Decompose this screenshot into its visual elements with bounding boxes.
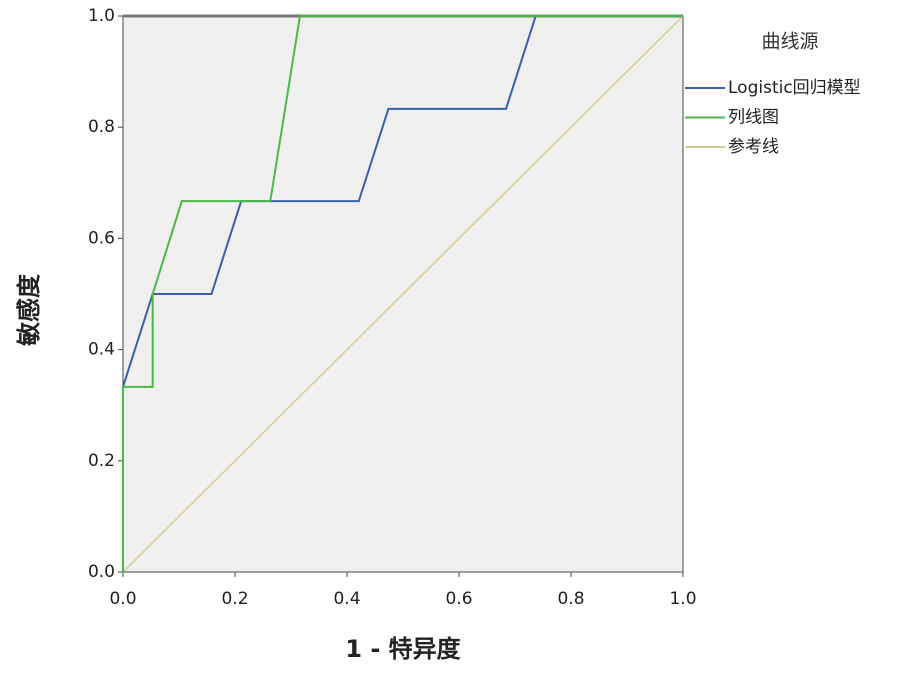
y-tick-label: 1.0 [88, 6, 115, 26]
x-tick-label: 0.4 [333, 589, 360, 609]
x-tick-label: 0.0 [109, 589, 136, 609]
x-tick-label: 0.8 [557, 589, 584, 609]
y-tick-label: 0.8 [88, 117, 115, 137]
series-line [122, 15, 684, 573]
legend-title: 曲线源 [761, 31, 818, 53]
y-tick-label: 0.0 [88, 562, 115, 582]
legend-label: 参考线 [728, 137, 779, 157]
x-tick-label: 0.6 [445, 589, 472, 609]
series-line [122, 15, 683, 572]
x-tick-label: 0.2 [221, 589, 248, 609]
x-axis-title: 1 - 特异度 [345, 635, 461, 663]
series-line [122, 15, 683, 572]
y-tick-label: 0.6 [88, 228, 115, 248]
y-axis-title: 敏感度 [15, 273, 43, 347]
legend-label: 列线图 [728, 108, 779, 128]
legend-label: Logistic回归模型 [728, 78, 861, 98]
y-tick-label: 0.4 [88, 340, 115, 360]
x-tick-label: 1.0 [669, 589, 696, 609]
y-tick-label: 0.2 [88, 451, 115, 471]
